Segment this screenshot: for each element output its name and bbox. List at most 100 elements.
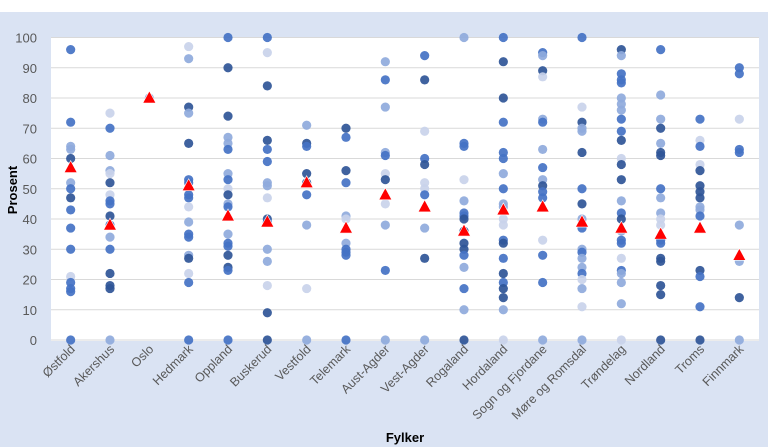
- data-point: [695, 141, 705, 151]
- data-point: [538, 277, 548, 288]
- y-tick-label: 60: [23, 152, 37, 167]
- data-point: [538, 162, 548, 173]
- data-point: [577, 147, 587, 158]
- data-point: [656, 45, 666, 55]
- mean-marker: [260, 214, 275, 228]
- mean-marker: [456, 223, 472, 237]
- data-point: [695, 193, 705, 203]
- data-point: [105, 268, 115, 279]
- data-point: [262, 193, 272, 203]
- y-tick-label: 80: [23, 91, 37, 106]
- data-point: [302, 120, 312, 130]
- data-point: [616, 335, 626, 345]
- mean-marker: [535, 199, 550, 213]
- data-point: [616, 299, 626, 309]
- x-axis-title: Fylker: [386, 430, 424, 445]
- data-point: [656, 280, 666, 291]
- data-point: [302, 169, 312, 179]
- mean-marker: [653, 226, 668, 240]
- data-point: [498, 283, 508, 294]
- data-point: [538, 117, 548, 127]
- x-tick-label: Oslo: [128, 342, 156, 370]
- data-point: [498, 57, 508, 67]
- data-point: [223, 144, 233, 155]
- data-point: [66, 205, 76, 215]
- x-tick-label: Akershus: [70, 342, 117, 389]
- mean-marker: [102, 217, 118, 231]
- data-point: [734, 69, 744, 79]
- data-point: [616, 238, 626, 248]
- x-tick-label: Østfold: [40, 342, 78, 380]
- x-tick-label: Nordland: [622, 342, 668, 388]
- data-point: [105, 199, 115, 209]
- data-point: [616, 135, 626, 145]
- data-point: [184, 138, 194, 148]
- data-point: [66, 287, 76, 297]
- mean-markers: [63, 90, 747, 261]
- data-point: [184, 277, 194, 288]
- data-point: [302, 141, 312, 151]
- data-point: [459, 262, 469, 272]
- data-point: [656, 193, 666, 203]
- data-point: [459, 305, 469, 315]
- data-point: [380, 75, 390, 85]
- data-point: [66, 193, 76, 203]
- data-point: [380, 199, 390, 209]
- data-point: [459, 196, 469, 206]
- mean-marker: [220, 208, 236, 222]
- y-tick-label: 40: [23, 212, 37, 227]
- data-point: [66, 117, 76, 127]
- data-point: [498, 293, 508, 303]
- data-point: [380, 102, 390, 112]
- data-point: [302, 283, 312, 294]
- data-point: [459, 335, 469, 345]
- data-point: [616, 51, 626, 61]
- mean-marker: [338, 220, 354, 234]
- x-tick-label: Finnmark: [700, 342, 747, 389]
- data-point: [341, 132, 351, 142]
- data-point: [459, 175, 469, 185]
- x-tick-label: Hedmark: [150, 342, 196, 388]
- data-point: [734, 147, 744, 158]
- data-point: [695, 335, 705, 345]
- data-point: [656, 256, 666, 266]
- data-point: [498, 238, 508, 248]
- data-point: [380, 175, 390, 185]
- data-point: [380, 150, 390, 161]
- data-point: [498, 153, 508, 164]
- data-point: [616, 105, 626, 115]
- data-point: [105, 178, 115, 188]
- data-point: [577, 274, 587, 285]
- data-point: [105, 232, 115, 242]
- data-point: [420, 253, 430, 263]
- data-point: [66, 223, 76, 233]
- mean-marker: [732, 247, 747, 261]
- data-point: [105, 150, 115, 161]
- data-point: [105, 335, 115, 345]
- y-tick-label: 90: [23, 61, 37, 76]
- mean-marker: [181, 178, 196, 192]
- data-point: [105, 211, 115, 221]
- y-tick-label: 0: [30, 333, 37, 348]
- data-point: [223, 190, 233, 200]
- data-point: [184, 232, 194, 242]
- data-point: [577, 102, 587, 112]
- data-point: [105, 123, 115, 133]
- data-point: [459, 32, 469, 43]
- data-point: [695, 271, 705, 282]
- data-point: [616, 159, 626, 170]
- data-point: [223, 202, 233, 212]
- data-point: [262, 256, 272, 266]
- data-point: [341, 214, 351, 224]
- data-point: [577, 199, 587, 209]
- data-point: [734, 220, 744, 230]
- y-axis-title: Prosent: [5, 165, 20, 214]
- data-point: [262, 32, 272, 43]
- data-point: [262, 144, 272, 155]
- y-tick-label: 10: [23, 303, 37, 318]
- y-tick-label: 30: [23, 242, 37, 257]
- data-point: [380, 220, 390, 230]
- data-point: [262, 244, 272, 254]
- data-point: [734, 293, 744, 303]
- data-point: [538, 250, 548, 260]
